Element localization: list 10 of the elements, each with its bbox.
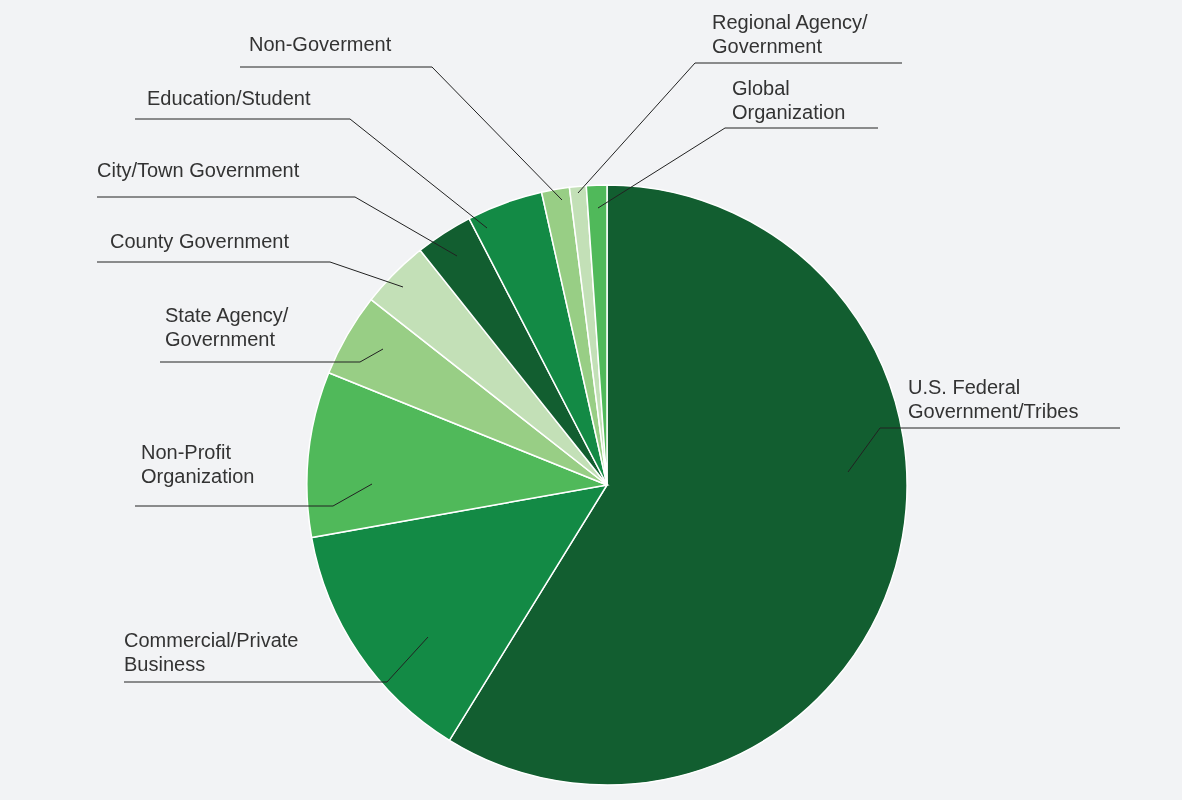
slice-label: State Agency/ Government [165,304,289,350]
slice-label: Global Organization [732,77,846,123]
slice-label: County Government [110,230,290,252]
slice-label: U.S. Federal Government/Tribes [908,376,1079,422]
slice-label: Non-Goverment [249,33,392,55]
slice-label: Regional Agency/ Government [712,11,869,57]
slice-label: Non-Profit Organization [141,441,255,487]
slice-label: Commercial/Private Business [124,629,299,675]
slice-label: Education/Student [147,87,311,109]
slice-label: City/Town Government [97,159,300,181]
